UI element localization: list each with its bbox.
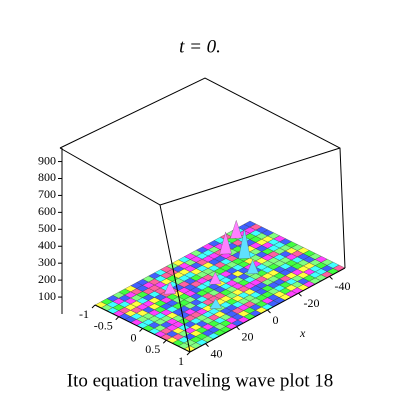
x-tick bbox=[329, 276, 333, 280]
z-tick-label: 700 bbox=[38, 187, 56, 201]
x-tick-label: -40 bbox=[335, 279, 351, 293]
z-tick-label: 900 bbox=[38, 153, 56, 167]
caption: Ito equation traveling wave plot 18 bbox=[67, 370, 333, 391]
x-tick bbox=[205, 343, 209, 347]
box-edge bbox=[59, 77, 346, 269]
z-tick-label: 600 bbox=[38, 204, 56, 218]
surface-peak bbox=[163, 281, 177, 295]
x-tick-label: 20 bbox=[242, 330, 254, 344]
surface-peak bbox=[209, 271, 222, 285]
y-tick-label: 0 bbox=[131, 330, 137, 344]
surface-peak bbox=[238, 228, 251, 259]
z-tick-label: 800 bbox=[38, 170, 56, 184]
y-tick-label: -0.5 bbox=[94, 319, 113, 333]
z-tick-label: 300 bbox=[38, 255, 56, 269]
surface-peak bbox=[230, 219, 243, 239]
x-tick-label: 40 bbox=[211, 346, 223, 360]
y-tick bbox=[115, 316, 120, 321]
surface-peak bbox=[209, 298, 222, 309]
x-tick bbox=[267, 309, 271, 314]
y-tick bbox=[162, 339, 167, 344]
x-axis-label: x bbox=[299, 326, 306, 340]
z-tick-label: 200 bbox=[38, 272, 56, 286]
z-tick-label: 400 bbox=[38, 238, 56, 252]
y-tick bbox=[139, 328, 143, 332]
surface-peak bbox=[246, 259, 259, 275]
x-tick-label: -20 bbox=[304, 296, 320, 310]
y-tick-label: 0.5 bbox=[145, 342, 160, 356]
x-tick bbox=[236, 326, 240, 331]
y-tick bbox=[186, 351, 191, 356]
chart-title: t = 0. bbox=[179, 36, 221, 57]
y-tick bbox=[91, 304, 96, 309]
z-tick-label: 500 bbox=[38, 221, 56, 235]
surface-peak bbox=[219, 231, 232, 255]
box-edge bbox=[159, 147, 341, 206]
x-tick-label: 0 bbox=[273, 313, 279, 327]
x-tick bbox=[298, 292, 302, 297]
y-tick-label: 1 bbox=[178, 354, 184, 368]
y-tick-label: -1 bbox=[79, 307, 89, 321]
z-tick-label: 100 bbox=[38, 289, 56, 303]
